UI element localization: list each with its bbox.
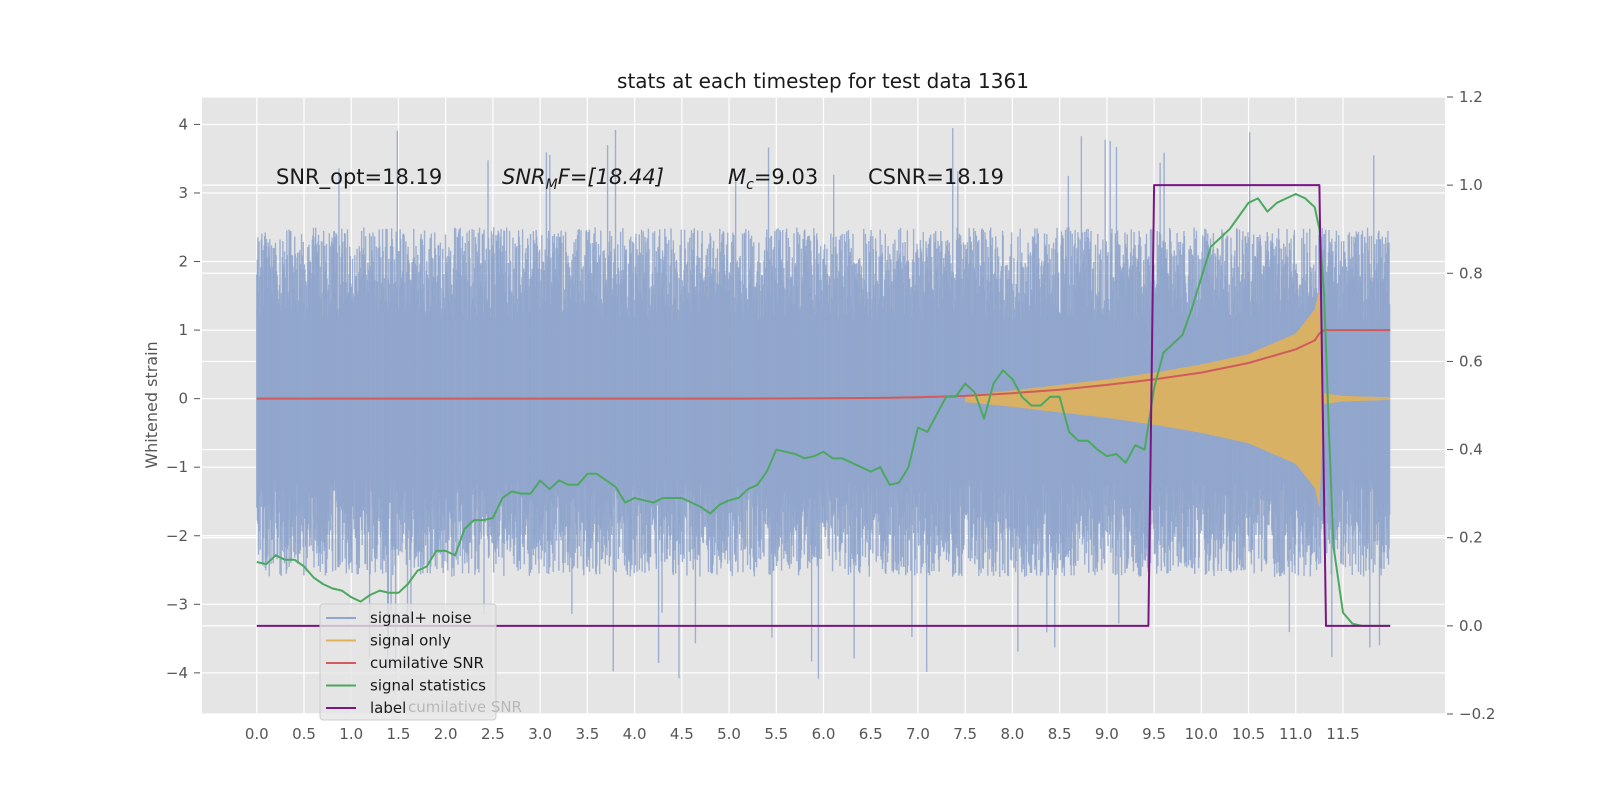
x-tick-label: 9.5 (1142, 725, 1166, 743)
y-right-tick-label: 1.0 (1459, 176, 1483, 194)
y-tick-label: 3 (178, 184, 188, 202)
x-tick-label: 6.0 (812, 725, 836, 743)
legend-ghost-text: cumilative SNR (408, 698, 522, 716)
y-right-tick-label: 0.0 (1459, 617, 1483, 635)
x-tick-label: 2.0 (434, 725, 458, 743)
cumulative-snr-line (256, 329, 1391, 400)
legend-label: signal only (370, 632, 451, 650)
x-tick-label: 9.0 (1095, 725, 1119, 743)
x-tick-label: 1.5 (387, 725, 411, 743)
signal-only-series (965, 289, 1391, 509)
y-tick-label: −1 (166, 458, 188, 476)
x-tick-label: 2.5 (481, 725, 505, 743)
x-tick-label: 0.0 (245, 725, 269, 743)
x-tick-label: 4.5 (670, 725, 694, 743)
x-tick-label: 3.0 (528, 725, 552, 743)
x-tick-label: 1.0 (339, 725, 363, 743)
y-tick-label: 4 (178, 115, 188, 133)
x-tick-label: 10.0 (1185, 725, 1218, 743)
y-axis-label: Whitened strain (142, 341, 161, 468)
chart-title: stats at each timestep for test data 136… (617, 69, 1029, 93)
x-tick-label: 7.5 (953, 725, 977, 743)
x-tick-label: 0.5 (292, 725, 316, 743)
legend-label: cumilative SNR (370, 654, 484, 672)
x-tick-label: 10.5 (1232, 725, 1265, 743)
annotation-snr-opt: SNR_opt=18.19 (276, 165, 442, 190)
legend: cumilative SNR signal+ noise signal only c… (319, 603, 522, 721)
legend-label: label (370, 699, 406, 717)
legend-box (319, 603, 497, 721)
y-tick-label: 2 (178, 253, 188, 271)
annotation-snr-mf: SNRMF=[18.44] (502, 165, 664, 193)
line-series (256, 184, 1391, 627)
y-right-tick-label: 0.2 (1459, 529, 1483, 547)
legend-label: signal+ noise (370, 609, 472, 627)
x-tick-label: 11.5 (1326, 725, 1359, 743)
y-right-tick-label: −0.2 (1459, 705, 1495, 723)
y-right-tick-label: 0.4 (1459, 441, 1483, 459)
x-tick-label: 4.0 (623, 725, 647, 743)
x-tick-label: 8.5 (1048, 725, 1072, 743)
y-tick-label: −3 (166, 595, 188, 613)
label-line (256, 184, 1391, 627)
axes: 0.0 0.5 1.0 1.5 2.0 2.5 3.0 3.5 4.0 4.5 5.0 5.5 6.0 6… (166, 88, 1496, 743)
y-tick-label: −4 (166, 664, 188, 682)
y-tick-label: −2 (166, 527, 188, 545)
x-tick-label: 7.0 (906, 725, 930, 743)
annotation-csnr: CSNR=18.19 (868, 165, 1004, 189)
x-tick-label: 8.0 (1000, 725, 1024, 743)
y-right-tick-label: 0.6 (1459, 352, 1483, 370)
y-tick-label: 1 (178, 321, 188, 339)
signal-only-envelope (965, 289, 1391, 509)
legend-label: signal statistics (370, 677, 486, 695)
x-tick-label: 5.5 (764, 725, 788, 743)
y-right-tick-label: 1.2 (1459, 88, 1483, 106)
annotation-chirp-mass: Mc=9.03 (728, 165, 818, 193)
x-tick-label: 5.0 (717, 725, 741, 743)
y-tick-label: 0 (178, 390, 188, 408)
x-tick-label: 11.0 (1279, 725, 1312, 743)
x-tick-label: 6.5 (859, 725, 883, 743)
y-right-tick-label: 0.8 (1459, 264, 1483, 282)
x-tick-label: 3.5 (575, 725, 599, 743)
legend-items: signal+ noise signal only cumilative SNR si… (326, 609, 486, 717)
signal-statistics-line (256, 193, 1391, 627)
